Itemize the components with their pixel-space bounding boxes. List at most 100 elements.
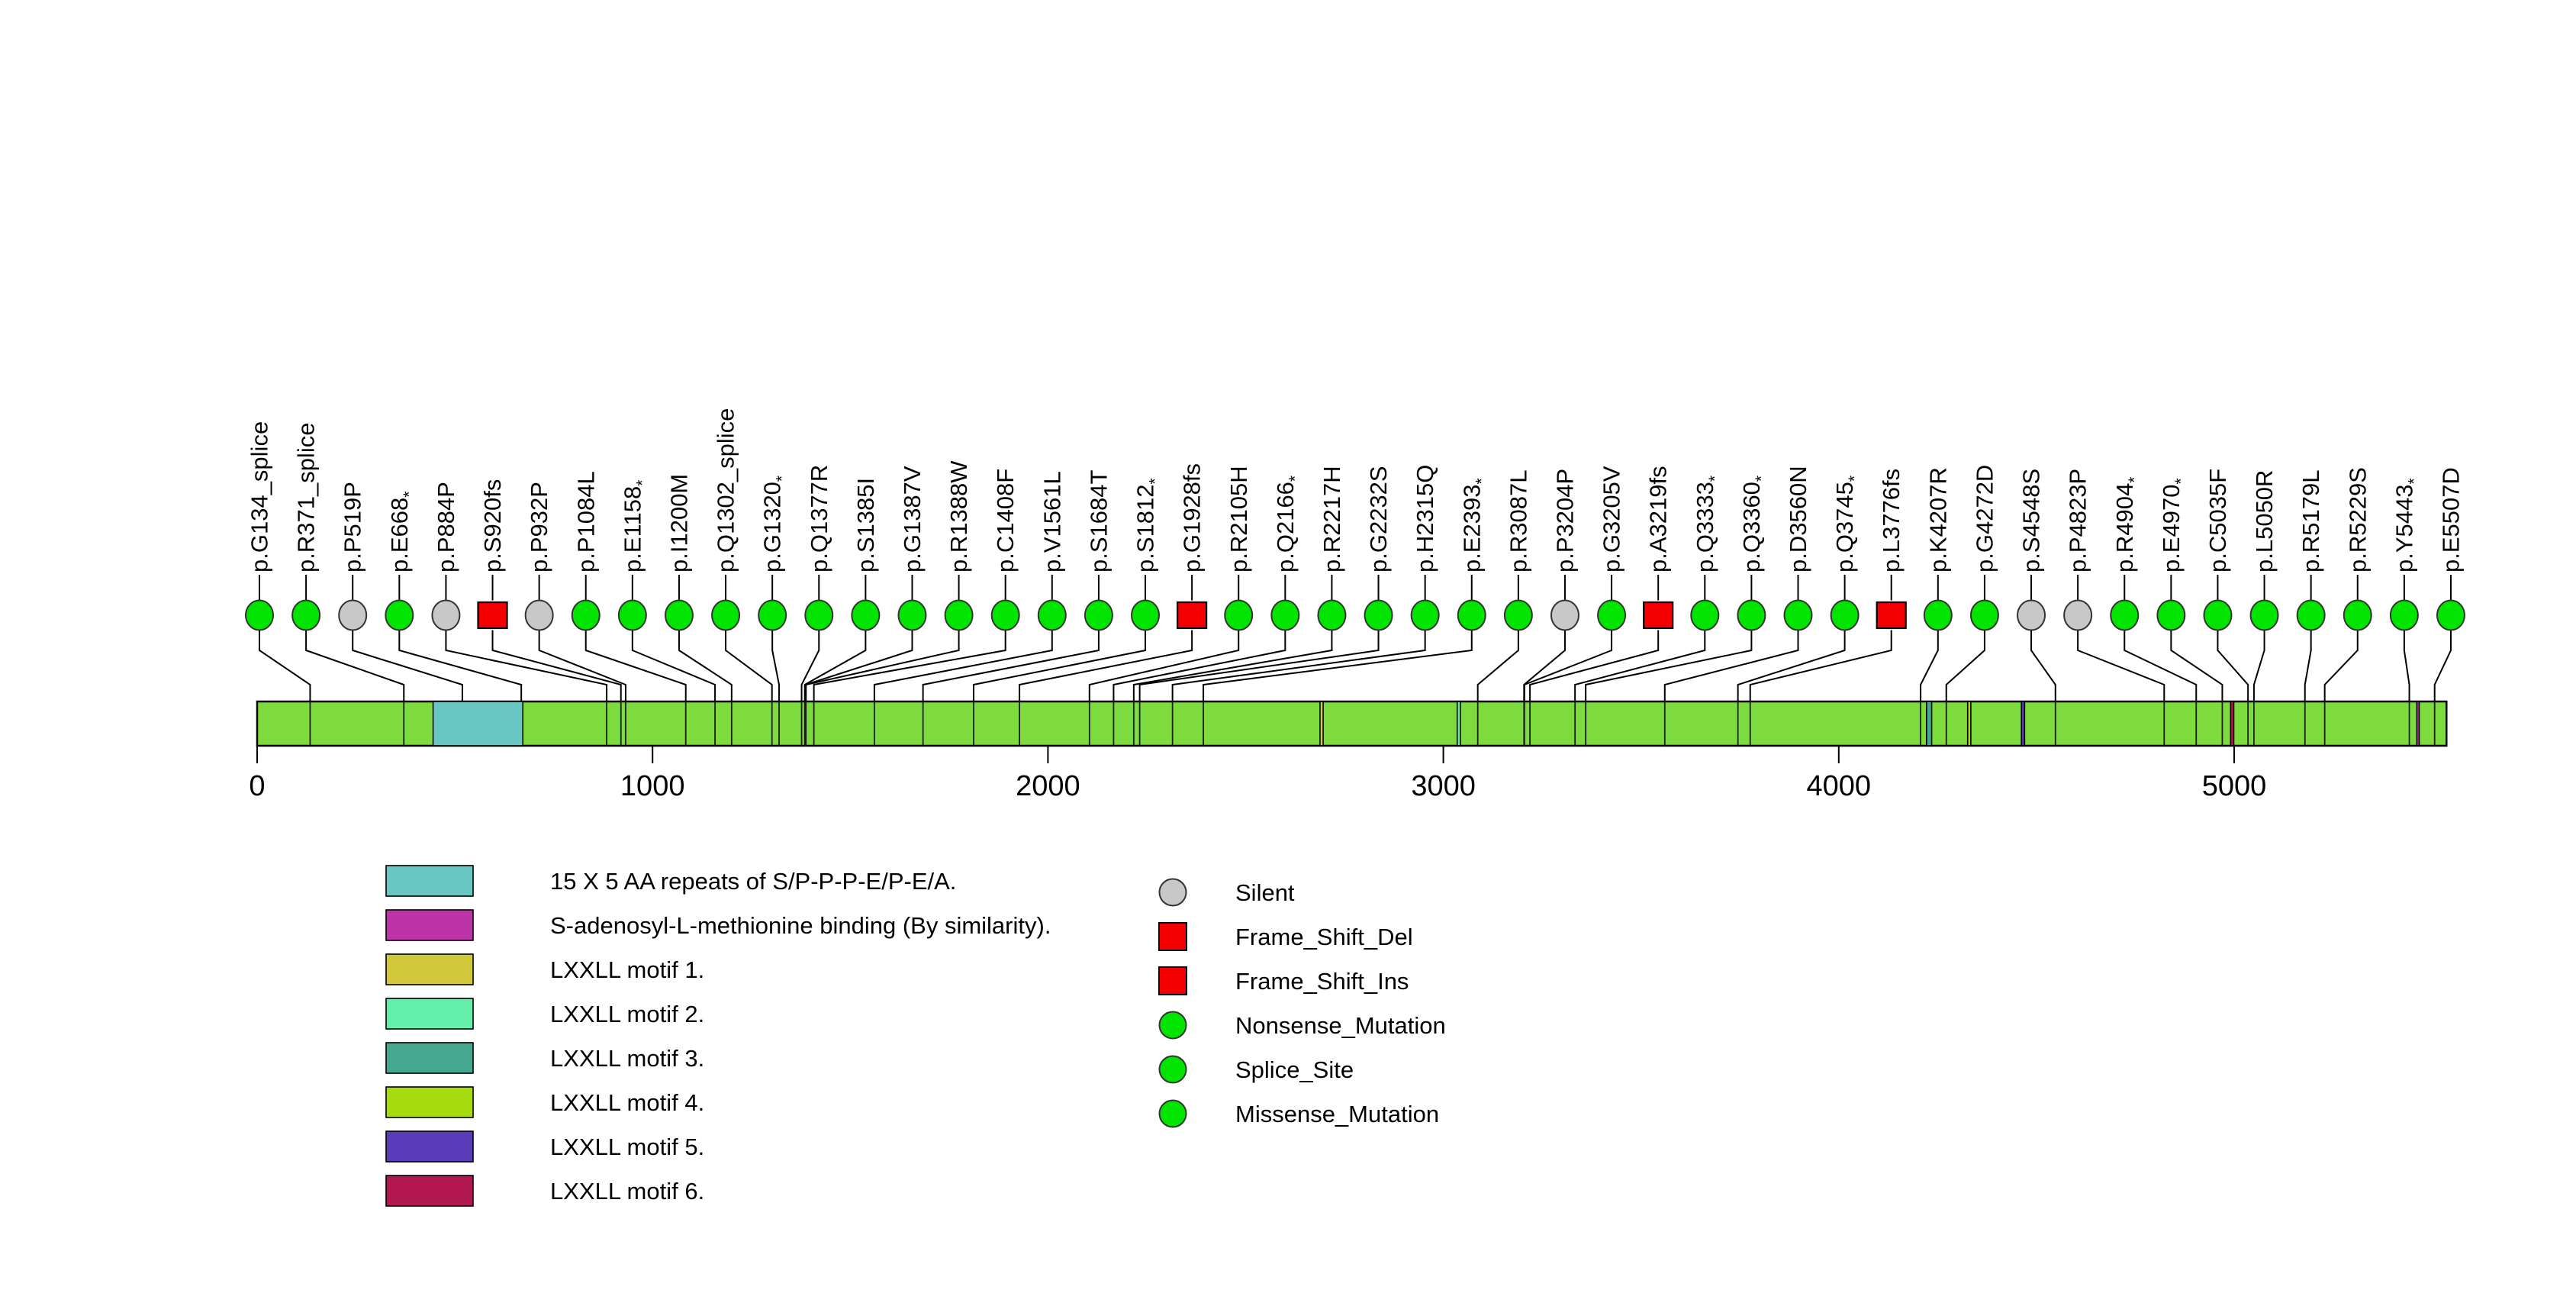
mutation-label: p.P884P	[433, 482, 459, 572]
missense-marker	[1410, 599, 1440, 631]
silent-marker	[1550, 599, 1579, 631]
connector-line	[2170, 630, 2223, 701]
axis-tick-label: 3000	[1411, 770, 1476, 802]
mutation-type-legend: Silent Frame_Shift_Del Frame_Shift_Ins Nons…	[1158, 878, 1446, 1128]
silent-marker	[2063, 599, 2093, 631]
missense-marker	[804, 599, 834, 631]
missense-marker	[1317, 599, 1347, 631]
mutation-label: p.G134_splice	[246, 421, 273, 572]
connector-line	[1171, 630, 1426, 701]
domain-15-x-5-aa-repeats-of-s-p-p-p-e-p-e-a	[432, 701, 524, 747]
connector-line	[1585, 630, 1753, 701]
mutation-label: p.P1084L	[572, 471, 599, 572]
missense-marker	[2203, 599, 2233, 631]
connector-lines	[259, 630, 2452, 701]
mutation-label: p.E1158*	[619, 480, 651, 572]
nonsense-marker	[1131, 599, 1161, 631]
missense-marker	[1597, 599, 1627, 631]
domain-legend-swatch	[385, 1042, 474, 1074]
mutation-labels: p.G134_splice p.R371_splice p.P519P p.E668*…	[246, 408, 2465, 601]
mutation-type-legend-swatch	[1158, 1055, 1187, 1084]
mutation-label: p.Q3333*	[1692, 476, 1724, 572]
missense-marker	[1969, 599, 1999, 631]
connector-line	[631, 630, 716, 701]
connector-line	[771, 630, 781, 701]
nonsense-marker	[1830, 599, 1860, 631]
mutation-label: p.G1387V	[899, 466, 926, 572]
domain-legend-swatch	[385, 909, 474, 941]
mutation-label: p.P3204P	[1552, 469, 1579, 572]
connector-line	[491, 630, 622, 701]
missense-marker	[1503, 599, 1533, 631]
mutation-label: p.E668*	[386, 492, 418, 572]
protein-bar	[256, 700, 2448, 747]
missense-marker	[2296, 599, 2326, 631]
mutation-label: p.E2393*	[1458, 478, 1490, 572]
domain-blocks	[432, 701, 2420, 747]
nonsense-marker	[1690, 599, 1720, 631]
mutation-label: p.Q2166*	[1272, 476, 1304, 572]
axis-tick-label: 1000	[620, 770, 685, 802]
mutation-label: p.G1320*	[759, 476, 791, 572]
domain-lxxll-motif-4	[1966, 701, 1972, 747]
connector-line	[305, 630, 405, 701]
connector-line	[2403, 630, 2410, 701]
missense-marker	[1224, 599, 1254, 631]
connector-line	[352, 630, 463, 701]
domain-legend-label: LXXLL motif 5.	[550, 1134, 704, 1160]
mutation-label: p.G2232S	[1365, 466, 1392, 572]
mutation-label: p.G4272D	[1971, 465, 1998, 572]
connector-line	[538, 630, 626, 701]
connector-line	[1088, 630, 1240, 701]
missense-marker	[571, 599, 601, 631]
connector-line	[1476, 630, 1519, 701]
mutation-type-legend-label: Nonsense_Mutation	[1235, 1012, 1446, 1039]
connector-line	[2252, 630, 2265, 701]
mutation-type-legend-label: Splice_Site	[1235, 1056, 1354, 1083]
domain-legend-swatch	[385, 953, 474, 985]
mutation-label: p.L3776fs	[1878, 469, 1905, 572]
missense-marker	[897, 599, 927, 631]
domain-legend-swatch	[385, 865, 474, 897]
mutation-label: p.C1408F	[992, 469, 1019, 572]
domain-lxxll-motif-6	[2230, 701, 2235, 747]
mutation-type-legend-swatch	[1158, 1099, 1187, 1128]
connector-line	[1529, 630, 1660, 701]
connector-line	[2304, 630, 2312, 701]
mutation-label: p.R2105H	[1225, 466, 1252, 572]
missense-marker	[990, 599, 1020, 631]
connector-line	[2030, 630, 2056, 701]
mutation-type-legend-swatch	[1158, 922, 1187, 951]
silent-marker	[2017, 599, 2046, 631]
mutation-label: p.K4207R	[1924, 467, 1951, 572]
mutation-label: p.P932P	[526, 482, 552, 572]
mutation-label: p.R3087L	[1505, 470, 1531, 572]
missense-marker	[1364, 599, 1393, 631]
axis-tick-label: 2000	[1016, 770, 1080, 802]
domain-legend-swatch	[385, 1086, 474, 1118]
connector-line	[2433, 630, 2452, 701]
connector-line	[1019, 630, 1193, 701]
nonsense-marker	[385, 599, 414, 631]
domain-legend: 15 X 5 AA repeats of S/P-P-P-E/P-E/A. S-a…	[385, 865, 1051, 1207]
mutation-type-legend-label: Silent	[1235, 879, 1295, 906]
connector-line	[1523, 630, 1613, 701]
silent-marker	[431, 599, 461, 631]
connector-line	[1132, 630, 1333, 701]
connector-line	[678, 630, 733, 701]
missense-marker	[1783, 599, 1813, 631]
mutation-type-legend-swatch	[1158, 878, 1187, 907]
mutation-type-legend-label: Missense_Mutation	[1235, 1101, 1439, 1127]
missense-marker	[1037, 599, 1067, 631]
frame-shift-marker	[1876, 601, 1907, 630]
missense-marker	[2343, 599, 2372, 631]
mutation-position-lines	[309, 701, 2436, 746]
nonsense-marker	[758, 599, 787, 631]
connector-line	[1749, 630, 1892, 701]
connector-line	[972, 630, 1147, 701]
connector-line	[398, 630, 523, 701]
mutation-type-legend-label: Frame_Shift_Del	[1235, 924, 1413, 950]
splice_site-marker	[711, 599, 741, 631]
domain-legend-label: LXXLL motif 3.	[550, 1045, 704, 1072]
